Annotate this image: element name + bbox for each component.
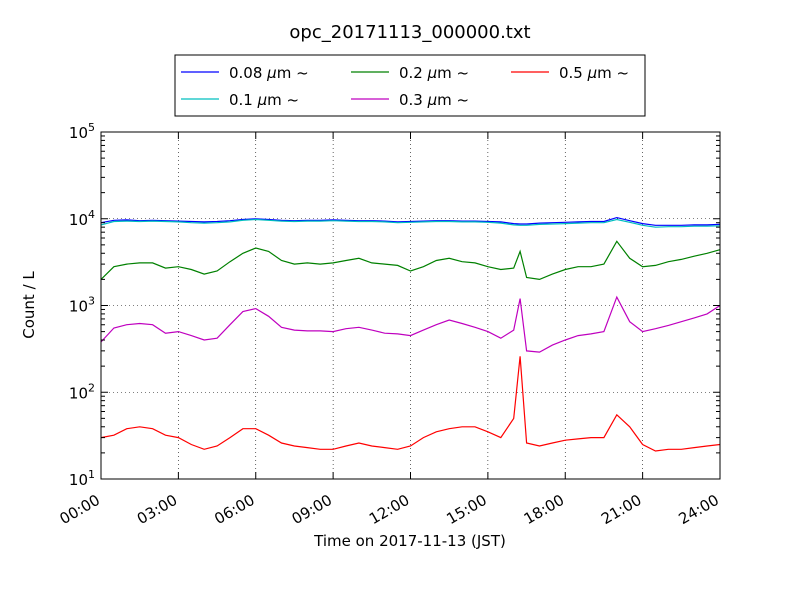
x-tick-label: 24:00 (676, 491, 722, 528)
x-tick-label: 00:00 (57, 491, 103, 528)
legend: 0.08 μm ~ 0.1 μm ~ 0.2 μm ~ 0.3 μm ~ 0.5 μm … (174, 54, 646, 117)
legend-label-3: 0.3 μm ~ (399, 91, 469, 109)
y-tick-label: 102 (69, 381, 95, 402)
y-tick-label: 103 (69, 295, 95, 316)
x-axis-label: Time on 2017-11-13 (JST) (313, 532, 506, 550)
grid (101, 132, 720, 479)
x-tick-label: 18:00 (521, 491, 567, 528)
x-tick-label: 12:00 (366, 491, 412, 528)
series-line-0 (100, 216, 721, 226)
chart-title: opc_20171113_000000.txt (289, 22, 530, 43)
legend-label-4: 0.5 μm ~ (559, 64, 629, 82)
legend-label-1: 0.1 μm ~ (229, 91, 299, 109)
legend-box (174, 54, 646, 117)
series-line-1 (100, 218, 721, 228)
legend-label-2: 0.2 μm ~ (399, 64, 469, 82)
y-tick-label: 105 (69, 121, 95, 142)
series-line-4 (100, 356, 721, 452)
legend-label-0: 0.08 μm ~ (229, 64, 309, 82)
x-tick-label: 03:00 (134, 491, 180, 528)
series-line-2 (100, 240, 721, 281)
y-tick-label: 104 (69, 208, 95, 229)
x-tick-label: 15:00 (443, 491, 489, 528)
x-tick-label: 21:00 (598, 491, 644, 528)
series-group (100, 216, 721, 452)
y-tick-label: 101 (69, 468, 95, 489)
series-line-3 (100, 295, 721, 353)
y-axis-label: Count / L (20, 271, 38, 339)
x-tick-label: 09:00 (289, 491, 335, 528)
ticks: 00:00 03:00 06:00 09:00 12:00 15:00 18:00 21:00… (57, 121, 722, 528)
x-tick-label: 06:00 (211, 491, 257, 528)
